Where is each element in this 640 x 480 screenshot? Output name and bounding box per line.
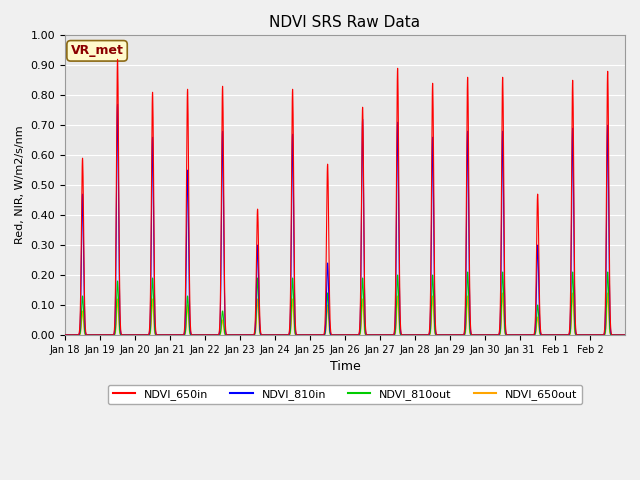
X-axis label: Time: Time bbox=[330, 360, 360, 373]
Title: NDVI SRS Raw Data: NDVI SRS Raw Data bbox=[269, 15, 420, 30]
Y-axis label: Red, NIR, W/m2/s/nm: Red, NIR, W/m2/s/nm bbox=[15, 126, 25, 244]
Legend: NDVI_650in, NDVI_810in, NDVI_810out, NDVI_650out: NDVI_650in, NDVI_810in, NDVI_810out, NDV… bbox=[108, 384, 582, 404]
Text: VR_met: VR_met bbox=[70, 44, 124, 57]
